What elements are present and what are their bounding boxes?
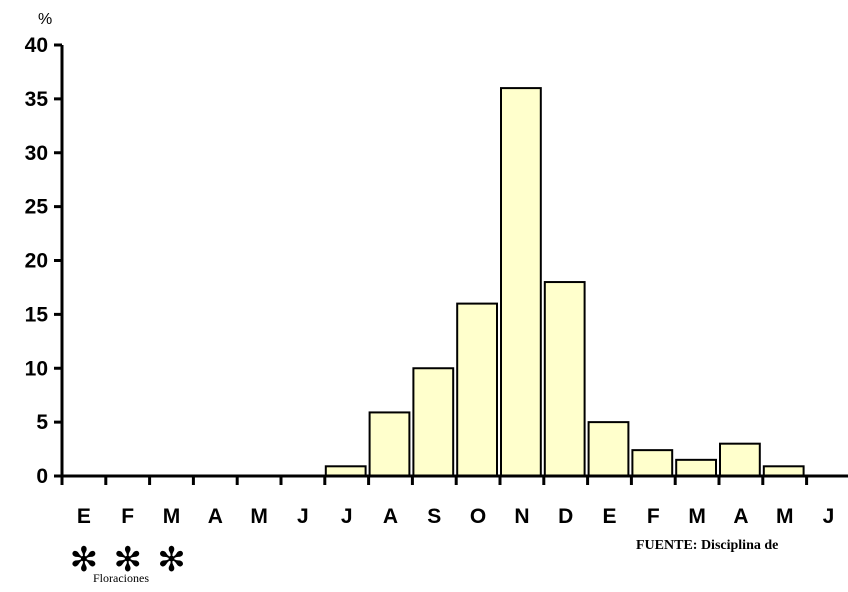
bar [500,87,542,477]
bar [456,302,499,477]
x-tick-label: A [733,505,748,528]
y-tick-label: 10 [25,357,48,380]
y-tick-label: 40 [25,34,48,57]
x-tick-label: J [297,505,309,528]
bar [675,458,718,477]
x-tick-label: D [558,505,573,528]
y-tick-label: 30 [25,142,48,165]
source-note: FUENTE: Disciplina de [636,538,778,553]
bar [368,411,411,477]
x-tick-label: F [647,505,660,528]
x-tick-label: J [823,505,835,528]
x-tick-label: S [427,505,441,528]
x-tick-label: M [688,505,706,528]
x-tick-label: O [470,505,486,528]
x-tick-label: F [121,505,134,528]
bar [631,449,674,478]
x-tick-label: A [383,505,398,528]
flowering-marker-icon: ✻ [113,540,142,580]
y-tick-label: 0 [36,465,48,488]
y-tick-label: 25 [25,196,49,219]
flowering-label: Floraciones [93,571,149,585]
flowering-markers: ✻ ✻ ✻ [70,540,186,580]
x-tick-label: M [776,505,794,528]
x-tick-label: M [163,505,181,528]
y-tick-label: 20 [25,250,48,273]
x-tick-label: M [250,505,268,528]
x-tick-label: E [602,505,616,528]
bar [587,421,630,477]
x-tick-label: N [514,505,529,528]
y-tick-label: 15 [25,303,49,326]
y-tick-label: 5 [36,411,48,434]
x-tick-label: J [341,505,353,528]
flowering-marker-icon: ✻ [70,540,99,580]
bar [543,281,586,477]
bar [412,367,455,477]
y-axis: 0 5 10 15 20 25 30 35 40 [25,34,62,488]
bars [324,87,805,478]
flowering-marker-icon: ✻ [157,540,186,580]
y-tick-label: 35 [25,88,49,111]
x-tick-label: A [208,505,223,528]
y-axis-unit-label: % [38,11,52,28]
x-tick-label: E [77,505,91,528]
bar [719,442,761,477]
